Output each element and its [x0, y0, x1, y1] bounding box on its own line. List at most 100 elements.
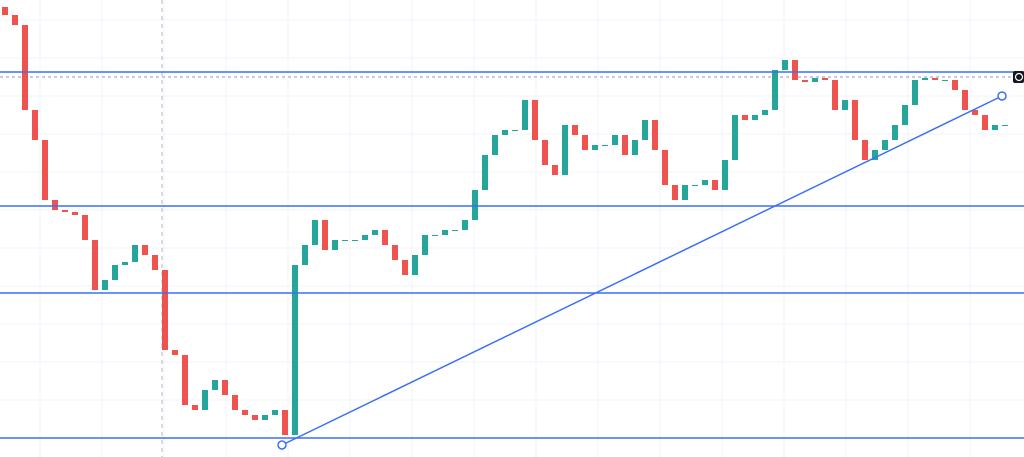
- candle-body: [12, 15, 18, 25]
- candle-body: [292, 265, 298, 435]
- candle-body: [42, 140, 48, 200]
- trend-line: [281, 95, 1003, 446]
- candle-body: [192, 405, 198, 410]
- candle-body: [582, 135, 588, 150]
- candle-body: [852, 100, 858, 140]
- candle-body: [462, 220, 468, 230]
- candle-body: [532, 100, 538, 140]
- candle-body: [2, 7, 8, 15]
- candle-body: [392, 245, 398, 260]
- candle-body: [972, 110, 978, 115]
- candle-body: [252, 415, 258, 420]
- candle-body: [452, 230, 458, 231]
- candle-body: [442, 230, 448, 235]
- candle-body: [742, 115, 748, 120]
- candle-body: [932, 78, 938, 80]
- candle-body: [922, 78, 928, 80]
- candle-body: [942, 80, 948, 81]
- candle-body: [842, 100, 848, 110]
- candle-body: [32, 110, 38, 140]
- candle-body: [132, 245, 138, 262]
- candle-body: [482, 155, 488, 190]
- candle-body: [772, 70, 778, 110]
- candle-body: [162, 270, 168, 350]
- candle-body: [302, 245, 308, 265]
- candle-body: [822, 78, 828, 80]
- candle-body: [112, 265, 118, 280]
- candle-body: [282, 410, 288, 435]
- candle-body: [672, 185, 678, 200]
- candle-body: [342, 240, 348, 241]
- candle-body: [552, 165, 558, 175]
- candle-body: [632, 140, 638, 155]
- candle-body: [592, 145, 598, 150]
- candle-body: [122, 262, 128, 265]
- candle-body: [892, 125, 898, 140]
- candle-body: [182, 355, 188, 405]
- candle-body: [572, 125, 578, 135]
- candle-body: [612, 135, 618, 145]
- candle-body: [382, 230, 388, 245]
- candle-body: [792, 60, 798, 80]
- candle-body: [752, 115, 758, 120]
- candle-body: [62, 210, 68, 212]
- candle-body: [512, 130, 518, 131]
- candle-body: [312, 220, 318, 245]
- trend-handle: [277, 440, 287, 450]
- candle-body: [142, 245, 148, 255]
- candle-body: [562, 125, 568, 175]
- candle-body: [712, 180, 718, 190]
- candle-body: [22, 25, 28, 110]
- candle-body: [72, 212, 78, 215]
- trend-handle: [997, 91, 1007, 101]
- candle-body: [602, 145, 608, 146]
- candle-body: [82, 215, 88, 240]
- candle-body: [692, 185, 698, 186]
- candle-body: [622, 135, 628, 155]
- candle-body: [832, 80, 838, 110]
- candle-body: [762, 110, 768, 115]
- candle-body: [812, 78, 818, 82]
- candle-body: [422, 235, 428, 255]
- candle-body: [802, 80, 808, 82]
- candle-body: [722, 160, 728, 190]
- candle-body: [502, 130, 508, 135]
- candle-body: [982, 115, 988, 130]
- candle-body: [492, 135, 498, 155]
- candle-body: [222, 380, 228, 395]
- candle-body: [652, 120, 658, 150]
- candle-body: [262, 415, 268, 420]
- candle-body: [782, 60, 788, 70]
- candle-body: [232, 395, 238, 410]
- candle-body: [992, 125, 998, 130]
- candle-body: [662, 150, 668, 185]
- candle-body: [912, 80, 918, 105]
- candle-body: [1002, 125, 1008, 126]
- candle-body: [242, 410, 248, 415]
- candle-body: [682, 185, 688, 200]
- candle-body: [202, 390, 208, 410]
- candle-body: [642, 120, 648, 140]
- candle-body: [882, 140, 888, 150]
- candle-body: [352, 240, 358, 241]
- candle-body: [332, 240, 338, 250]
- candle-body: [402, 260, 408, 275]
- candle-body: [862, 140, 868, 160]
- candle-body: [522, 100, 528, 130]
- candle-body: [152, 255, 158, 270]
- candle-body: [902, 105, 908, 125]
- candle-body: [52, 200, 58, 210]
- candle-body: [212, 380, 218, 390]
- candle-body: [702, 180, 708, 185]
- candle-body: [412, 255, 418, 275]
- candle-body: [92, 240, 98, 290]
- candle-body: [542, 140, 548, 165]
- candle-body: [962, 90, 968, 110]
- candle-body: [102, 280, 108, 290]
- candle-body: [872, 150, 878, 160]
